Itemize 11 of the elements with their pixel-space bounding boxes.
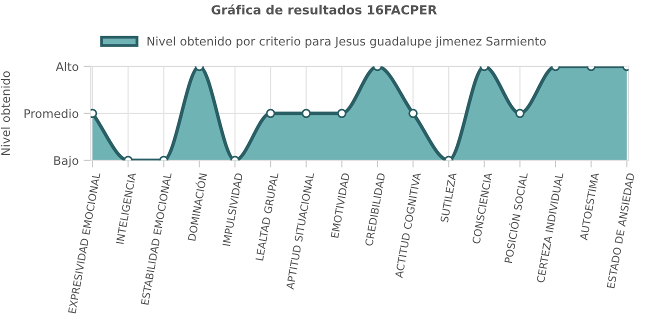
category-label: Alto <box>56 62 78 72</box>
x-tick-label: LEALTAD GRUPAL <box>255 172 279 261</box>
x-tick-label: ESTADO DE ANSIEDAD <box>606 172 635 288</box>
x-tick-label: POSICIÓN SOCIAL <box>502 172 528 264</box>
x-tick-label: SUTILEZA <box>440 172 457 222</box>
category-label: Bajo <box>54 156 78 168</box>
legend-label: Nivel obtenido por criterio para Jesus guadalupe jimenez Sarmiento <box>148 36 546 48</box>
chart-title: Gráfica de resultados 16FACPER <box>212 4 437 15</box>
x-tick-label: ACTITUD COGNITIVA <box>394 172 421 278</box>
y-axis-title: Nivel obtenido <box>0 71 10 155</box>
category-label: Promedio <box>24 108 78 118</box>
